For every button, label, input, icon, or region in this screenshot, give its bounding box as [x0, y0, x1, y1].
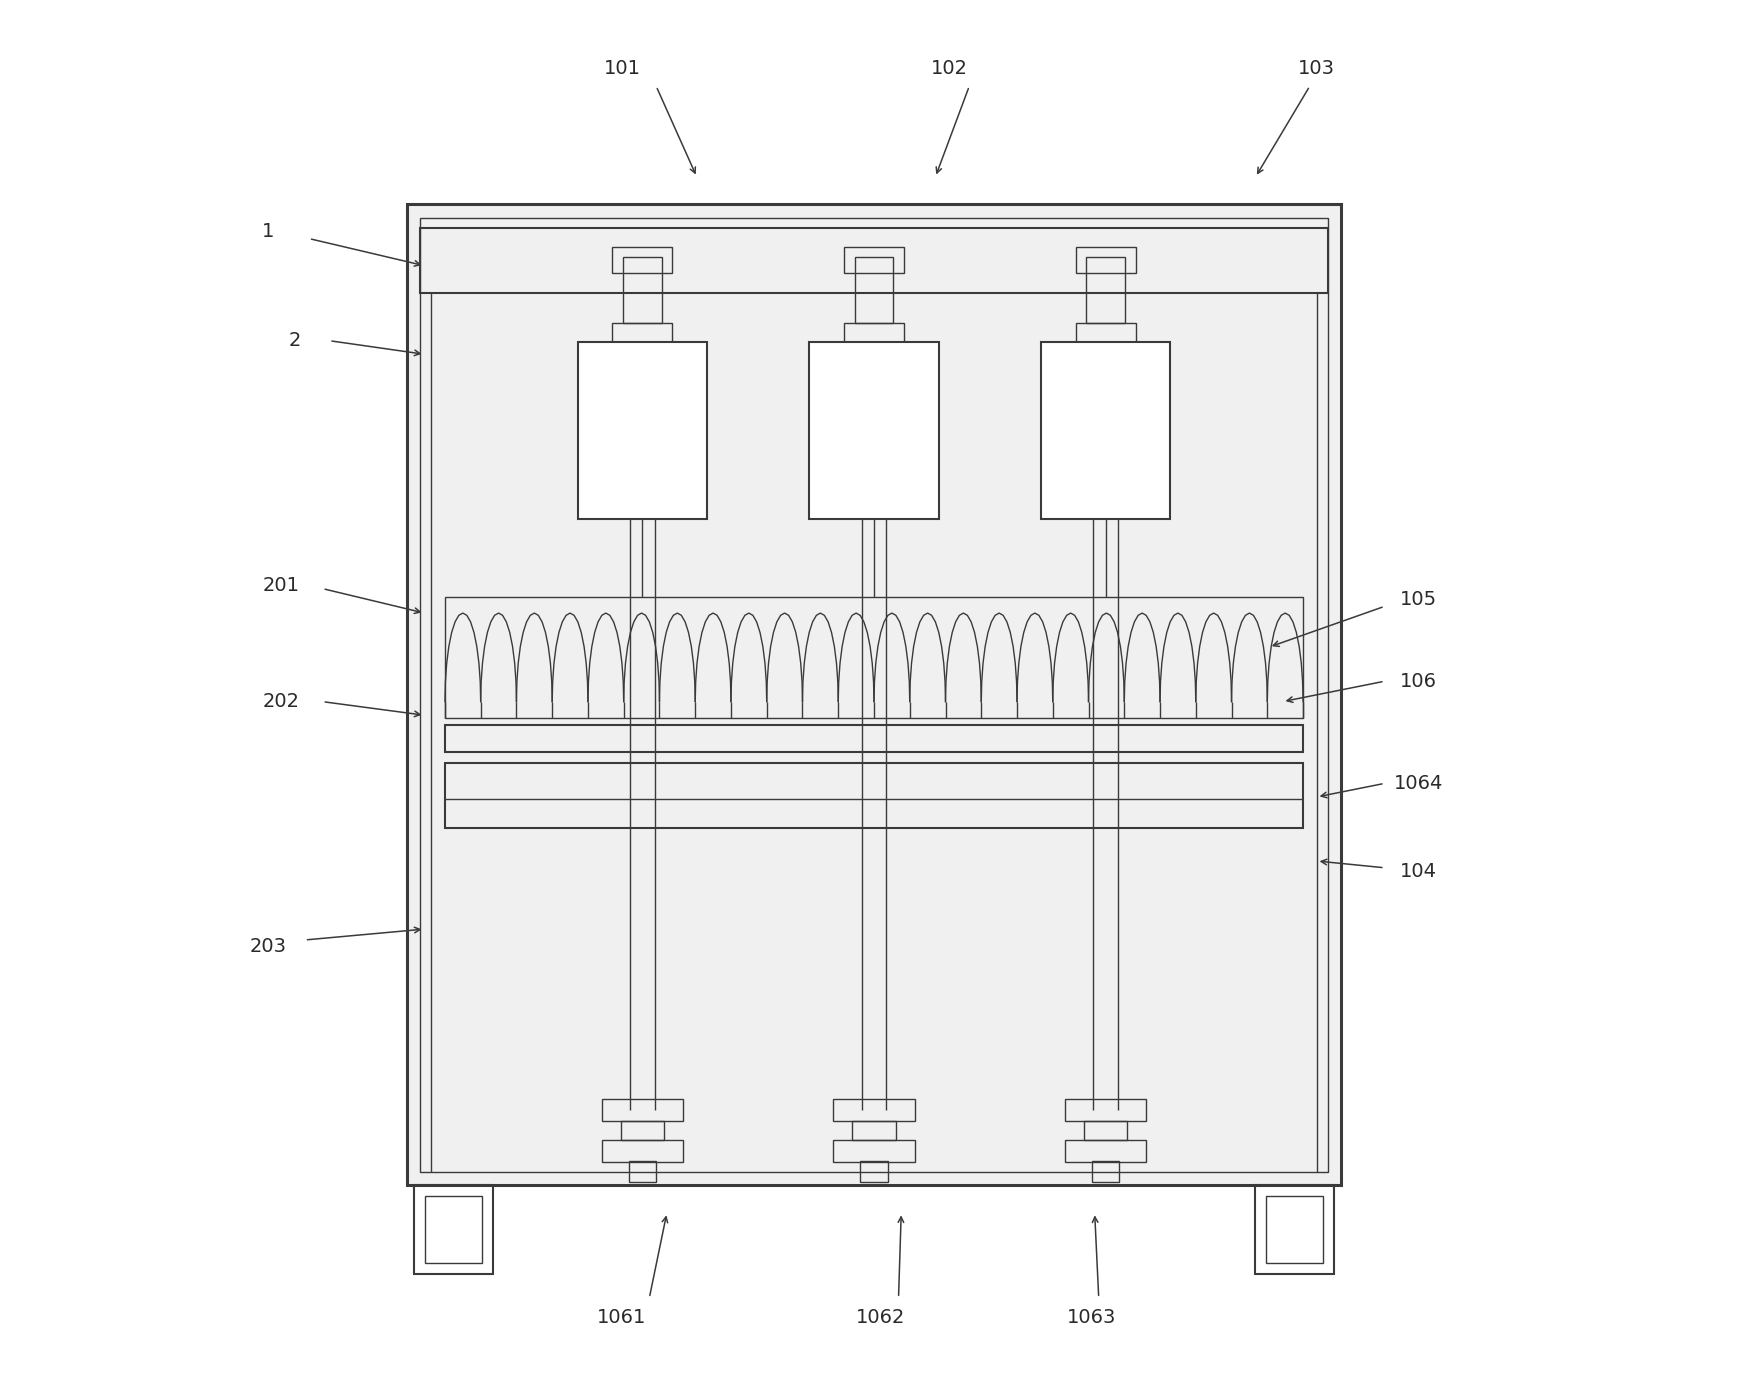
Bar	[446, 597, 1302, 718]
Bar	[844, 248, 904, 274]
Bar	[1065, 1141, 1147, 1161]
Text: 1064: 1064	[1395, 773, 1444, 793]
Bar	[612, 248, 673, 274]
Bar	[601, 1099, 683, 1121]
Bar	[421, 217, 1327, 1171]
Bar	[1092, 1160, 1119, 1182]
Text: 203: 203	[250, 937, 287, 956]
Bar	[1075, 323, 1136, 343]
Text: 106: 106	[1400, 671, 1437, 691]
Bar	[855, 257, 893, 323]
Bar	[1040, 343, 1169, 519]
Text: 101: 101	[603, 59, 640, 77]
Bar	[809, 343, 939, 519]
Text: 104: 104	[1400, 863, 1437, 882]
Bar	[621, 1121, 664, 1141]
Bar	[579, 343, 708, 519]
Bar	[624, 257, 661, 323]
Bar	[1075, 248, 1136, 274]
Text: 1063: 1063	[1068, 1307, 1117, 1326]
Bar	[834, 1099, 914, 1121]
Bar	[1065, 1099, 1147, 1121]
Bar	[446, 725, 1302, 753]
Text: 103: 103	[1299, 59, 1335, 77]
Bar	[425, 1196, 482, 1263]
Bar	[629, 1160, 656, 1182]
Text: 105: 105	[1400, 590, 1437, 610]
Bar	[414, 1185, 493, 1274]
Bar	[421, 227, 1327, 293]
Text: 2: 2	[288, 332, 301, 350]
Bar	[612, 323, 673, 343]
Bar	[834, 1141, 914, 1161]
Bar	[1266, 1196, 1323, 1263]
Bar	[860, 1160, 888, 1182]
Text: 1061: 1061	[598, 1307, 647, 1326]
Bar	[1255, 1185, 1334, 1274]
Text: 102: 102	[930, 59, 967, 77]
Bar	[407, 205, 1341, 1185]
Text: 202: 202	[262, 692, 301, 711]
Text: 1062: 1062	[857, 1307, 905, 1326]
Text: 1: 1	[262, 222, 274, 241]
Text: 201: 201	[262, 577, 301, 596]
Bar	[853, 1121, 895, 1141]
Bar	[1084, 1121, 1127, 1141]
Bar	[601, 1141, 683, 1161]
Bar	[844, 323, 904, 343]
Bar	[1087, 257, 1124, 323]
Bar	[446, 762, 1302, 828]
